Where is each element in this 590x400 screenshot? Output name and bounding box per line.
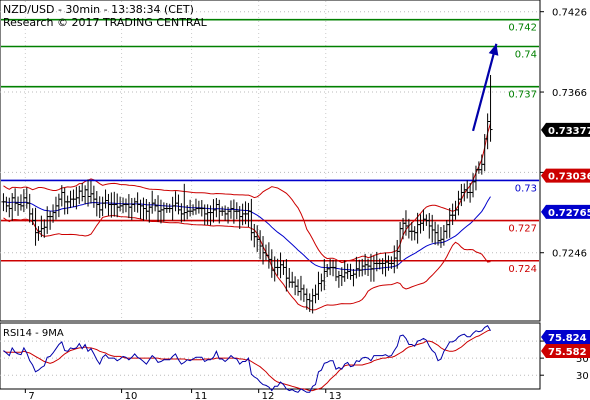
current-price-tag-label: 0.73377 bbox=[548, 126, 590, 137]
current-price-tag: 0.73377 bbox=[541, 122, 590, 137]
price-tag-0: 0.73036 bbox=[541, 168, 590, 183]
rsi-y-tick-label-2: 30 bbox=[576, 371, 589, 382]
rsi-panel-frame bbox=[0, 322, 541, 390]
bollinger-lower bbox=[3, 215, 491, 311]
chart-header-copyright: Research © 2017 TRADING CENTRAL bbox=[3, 16, 208, 29]
x-tick-label-1: 10 bbox=[125, 391, 138, 400]
price-tag-1-label: 0.72765 bbox=[548, 208, 590, 219]
rsi-y-tick-label-1: 50 bbox=[576, 354, 589, 365]
rsi-value-tag-label: 75.824 bbox=[548, 333, 587, 344]
rsi-value-tag-bg bbox=[541, 330, 590, 344]
bollinger-bands bbox=[3, 123, 491, 311]
price-tag-1: 0.72765 bbox=[541, 204, 590, 219]
price-panel: 0.742 0.74 0.737 0.73 0.727 0.724 NZD/USD - 3… bbox=[0, 0, 541, 388]
price-tag-0-label: 0.73036 bbox=[548, 172, 590, 183]
x-tick-label-4: 13 bbox=[329, 391, 342, 400]
rsi-ma-value-tag-label: 75.582 bbox=[548, 347, 587, 358]
level-label-1: 0.74 bbox=[515, 50, 537, 61]
level-label-3: 0.73 bbox=[515, 183, 537, 194]
rsi-value-tag: 75.824 bbox=[541, 330, 590, 344]
chart-header-symbol: NZD/USD - 30min - 13:38:34 (CET) bbox=[3, 3, 194, 16]
x-tick-label-3: 12 bbox=[262, 391, 275, 400]
current-price-tag-bg bbox=[541, 122, 590, 137]
price-tag-1-bg bbox=[541, 204, 590, 219]
x-tick-label-0: 7 bbox=[28, 391, 34, 400]
level-label-4: 0.727 bbox=[508, 224, 537, 235]
price-panel-frame bbox=[0, 0, 541, 322]
rsi-ma-value-tag-bg bbox=[541, 344, 590, 358]
forecast-arrow-head bbox=[488, 43, 499, 56]
time-x-axis: 7 10 11 12 13 bbox=[24, 389, 342, 400]
bollinger-upper bbox=[3, 123, 491, 264]
rsi-ma-value-tag: 75.582 bbox=[541, 344, 590, 358]
price-tags: 0.73036 0.72765 0.73377 75.824 75.582 bbox=[541, 122, 590, 358]
price-bars bbox=[1, 74, 493, 314]
level-label-2: 0.737 bbox=[508, 90, 537, 101]
forecast-arrow bbox=[471, 43, 499, 132]
x-tick-label-2: 11 bbox=[195, 391, 208, 400]
rsi-panel: RSI14 - 9MA bbox=[0, 322, 541, 393]
forecast-arrow-shaft bbox=[471, 43, 498, 132]
price-tag-0-bg bbox=[541, 168, 590, 183]
moving-average bbox=[3, 196, 491, 271]
price-bar-167 bbox=[488, 74, 493, 142]
y-tick-label-3: 0.7246 bbox=[552, 249, 587, 260]
rsi-lines bbox=[3, 325, 491, 393]
rsi-14-line bbox=[3, 325, 491, 393]
y-tick-label-1: 0.7366 bbox=[552, 88, 587, 99]
level-label-0: 0.742 bbox=[508, 23, 537, 34]
rsi-panel-title: RSI14 - 9MA bbox=[3, 328, 64, 339]
level-label-5: 0.724 bbox=[508, 264, 537, 275]
y-tick-label-0: 0.7426 bbox=[552, 8, 587, 19]
